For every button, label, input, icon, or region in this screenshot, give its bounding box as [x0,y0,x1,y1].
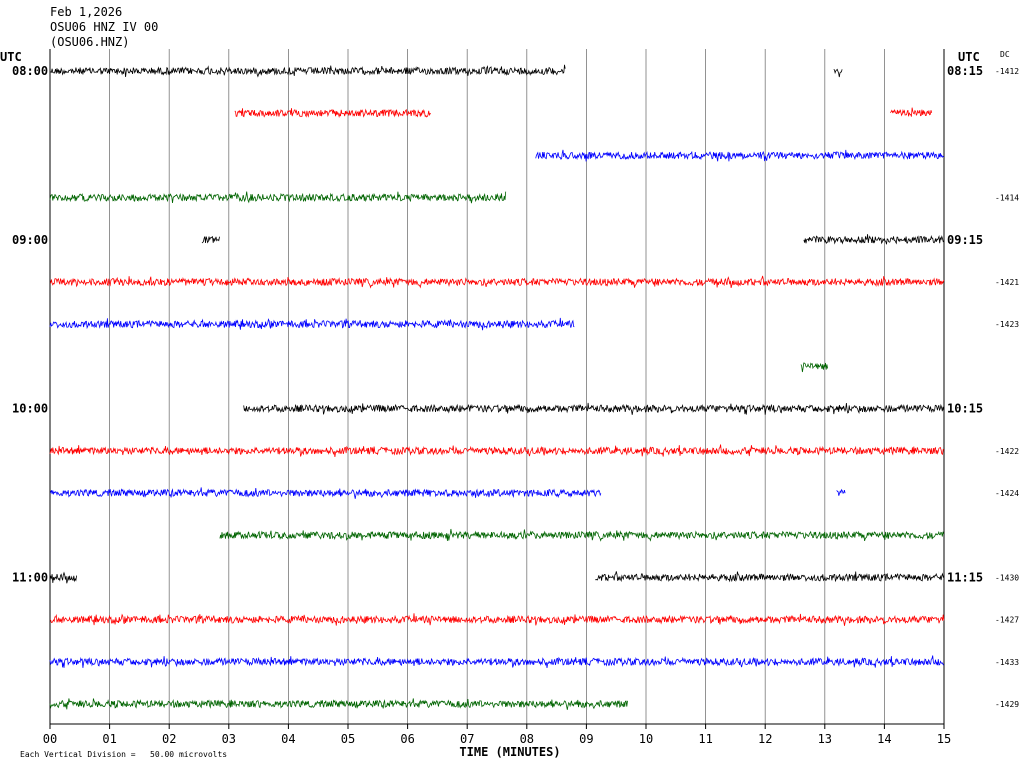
row-time-right-8: 10:15 [947,402,983,416]
row-dc-9: -1422 [995,447,1019,456]
trace-row-0-seg-1 [833,68,843,78]
x-axis-label: TIME (MINUTES) [459,745,560,759]
x-tick-label-06: 06 [400,732,414,746]
header-station: OSU06 HNZ IV 00 [50,20,158,34]
row-dc-14: -1433 [995,658,1019,667]
trace-row-4-seg-0 [201,235,220,244]
trace-row-3-seg-0 [49,191,507,204]
x-tick-label-15: 15 [937,732,951,746]
row-time-left-0: 08:00 [12,64,48,78]
x-tick-label-14: 14 [877,732,891,746]
row-dc-12: -1430 [995,573,1019,582]
x-tick-label-05: 05 [341,732,355,746]
row-time-left-8: 10:00 [12,402,48,416]
trace-row-8-seg-0 [243,402,945,415]
row-dc-5: -1421 [995,278,1019,287]
trace-row-4-seg-1 [803,234,945,245]
trace-row-2-seg-0 [535,149,944,162]
x-tick-label-08: 08 [520,732,534,746]
trace-row-15-seg-0 [49,698,628,710]
row-dc-15: -1429 [995,700,1019,709]
traces [49,64,945,710]
trace-row-10-seg-1 [836,488,846,496]
x-axis: 00 01 02 03 04 05 06 07 08 09 10 11 12 13 14 15 [43,723,951,746]
trace-row-0-seg-0 [49,64,566,78]
header-channel: (OSU06.HNZ) [50,35,129,49]
x-tick-label-09: 09 [579,732,593,746]
x-tick-label-00: 00 [43,732,57,746]
grid-lines [49,49,945,724]
footer-division-note: Each Vertical Division = 50.00 microvolt… [20,750,227,759]
utc-left-label: UTC [0,50,22,64]
x-tick-label-13: 13 [818,732,832,746]
x-tick-label-04: 04 [281,732,295,746]
trace-row-1-seg-1 [890,107,933,117]
trace-row-14-seg-0 [49,655,945,669]
x-tick-label-07: 07 [460,732,474,746]
row-labels: 08:00 08:15 -1412 -1414 09:00 09:15 -1421 -1423… [12,64,1019,709]
trace-row-1-seg-0 [234,108,432,119]
trace-row-9-seg-0 [49,444,945,458]
dc-label: DC [1000,50,1010,59]
row-time-left-4: 09:00 [12,233,48,247]
header-date: Feb 1,2026 [50,5,122,19]
x-tick-label-10: 10 [639,732,653,746]
row-dc-0: -1412 [995,67,1019,76]
x-tick-label-11: 11 [698,732,712,746]
trace-row-12-seg-1 [595,571,945,583]
trace-row-7-seg-0 [800,362,828,373]
utc-right-label: UTC [958,50,980,64]
row-dc-6: -1423 [995,320,1019,329]
trace-row-13-seg-0 [49,613,945,626]
trace-row-12-seg-0 [49,571,77,584]
trace-row-5-seg-0 [49,275,945,289]
x-tick-label-01: 01 [102,732,116,746]
x-tick-label-03: 03 [222,732,236,746]
row-time-right-12: 11:15 [947,570,983,584]
x-tick-label-12: 12 [758,732,772,746]
row-dc-10: -1424 [995,489,1019,498]
row-dc-3: -1414 [995,194,1019,203]
x-tick-label-02: 02 [162,732,176,746]
trace-row-11-seg-0 [219,528,945,542]
row-time-right-0: 08:15 [947,64,983,78]
trace-row-6-seg-0 [49,317,575,331]
row-dc-13: -1427 [995,616,1019,625]
trace-row-10-seg-0 [50,487,602,499]
row-time-left-12: 11:00 [12,570,48,584]
row-time-right-4: 09:15 [947,233,983,247]
